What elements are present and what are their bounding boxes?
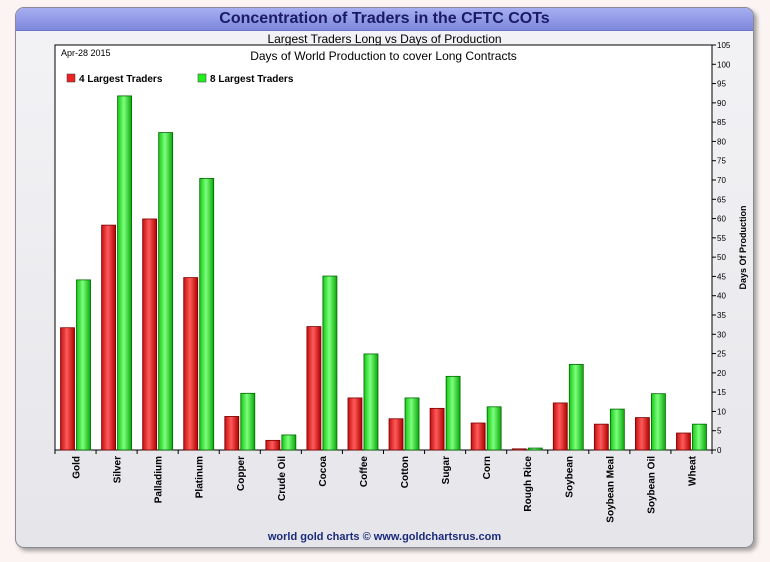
x-tick-label: Cocoa bbox=[318, 456, 329, 487]
bar-8-largest bbox=[199, 178, 215, 451]
x-tick-label: Wheat bbox=[687, 455, 698, 486]
y-tick-label: 80 bbox=[717, 137, 726, 146]
bar-8-largest bbox=[692, 423, 707, 451]
bar-8-largest bbox=[486, 406, 502, 451]
bar-4-largest bbox=[142, 218, 158, 451]
bar-4-largest bbox=[552, 402, 568, 451]
y-tick-label: 65 bbox=[717, 195, 726, 204]
bar-8-largest bbox=[240, 392, 256, 451]
y-tick-label: 40 bbox=[717, 292, 726, 301]
bar-8-largest bbox=[404, 397, 420, 451]
x-tick-label: Gold bbox=[72, 456, 83, 479]
bar-4-largest bbox=[676, 432, 691, 451]
legend-label-8-largest: 8 Largest Traders bbox=[210, 74, 294, 85]
x-tick-label: Platinum bbox=[195, 456, 206, 498]
bar-4-largest bbox=[224, 416, 240, 451]
x-tick-label: Sugar bbox=[441, 456, 452, 484]
bar-8-largest bbox=[158, 132, 174, 451]
x-tick-label: Soybean Meal bbox=[605, 456, 616, 523]
x-tick-label: Cotton bbox=[400, 456, 411, 488]
chart-subtitle: Largest Traders Long vs Days of Producti… bbox=[267, 32, 502, 46]
bar-8-largest bbox=[281, 434, 297, 451]
bar-8-largest bbox=[651, 393, 666, 451]
y-tick-label: 55 bbox=[717, 234, 726, 243]
bar-4-largest bbox=[265, 439, 281, 451]
x-tick-label: Rough Rice bbox=[523, 456, 534, 512]
x-tick-label: Soybean bbox=[564, 456, 575, 498]
y-tick-label: 90 bbox=[717, 99, 726, 108]
bar-8-largest bbox=[117, 95, 132, 451]
y-tick-label: 25 bbox=[717, 350, 726, 359]
y-tick-label: 5 bbox=[717, 427, 722, 436]
y-tick-label: 70 bbox=[717, 176, 726, 185]
bar-8-largest bbox=[527, 447, 543, 451]
plot-subtitle: Days of World Production to cover Long C… bbox=[250, 49, 517, 63]
x-tick-label: Silver bbox=[113, 456, 124, 483]
y-tick-label: 35 bbox=[717, 311, 726, 320]
chart-title: Concentration of Traders in the CFTC COT… bbox=[219, 10, 550, 27]
x-tick-label: Soybean Oil bbox=[646, 456, 657, 514]
y-tick-label: 75 bbox=[717, 157, 726, 166]
y-tick-label: 30 bbox=[717, 330, 726, 339]
bar-4-largest bbox=[429, 407, 445, 451]
date-label: Apr-28 2015 bbox=[61, 48, 111, 58]
bar-8-largest bbox=[76, 279, 91, 451]
chart-title-bar: Concentration of Traders in the CFTC COT… bbox=[16, 8, 753, 31]
bar-8-largest bbox=[363, 353, 379, 451]
x-tick-label: Palladium bbox=[154, 456, 165, 503]
x-tick-label: Copper bbox=[236, 456, 247, 491]
y-tick-label: 15 bbox=[717, 388, 726, 397]
y-tick-label: 50 bbox=[717, 253, 726, 262]
y-tick-label: 10 bbox=[717, 407, 726, 416]
bar-8-largest bbox=[445, 375, 461, 451]
footer-credit: world gold charts © www.goldchartsrus.co… bbox=[267, 531, 502, 543]
bar-4-largest bbox=[635, 417, 650, 451]
legend-label-4-largest: 4 Largest Traders bbox=[79, 74, 163, 85]
y-tick-label: 45 bbox=[717, 272, 726, 281]
legend-swatch-4-largest bbox=[66, 73, 76, 83]
bar-4-largest bbox=[183, 277, 199, 451]
x-tick-label: Coffee bbox=[359, 456, 370, 488]
bar-4-largest bbox=[306, 326, 322, 451]
y-tick-label: 20 bbox=[717, 369, 726, 378]
y-tick-label: 60 bbox=[717, 215, 726, 224]
x-tick-label: Crude Oil bbox=[277, 456, 288, 501]
x-tick-label: Corn bbox=[482, 456, 493, 479]
y-tick-label: 95 bbox=[717, 80, 726, 89]
bar-4-largest bbox=[60, 327, 75, 451]
bar-8-largest bbox=[322, 275, 338, 451]
bar-4-largest bbox=[101, 224, 116, 451]
y-tick-label: 105 bbox=[717, 41, 731, 50]
legend-swatch-8-largest bbox=[197, 73, 207, 83]
y-tick-label: 0 bbox=[717, 446, 722, 455]
bar-8-largest bbox=[609, 408, 625, 451]
bar-4-largest bbox=[388, 418, 404, 451]
y-axis-label: Days Of Production bbox=[738, 205, 748, 289]
y-tick-label: 85 bbox=[717, 118, 726, 127]
bar-4-largest bbox=[593, 423, 609, 451]
bar-8-largest bbox=[568, 363, 584, 451]
bar-4-largest bbox=[470, 422, 486, 451]
bar-4-largest bbox=[347, 397, 363, 451]
y-tick-label: 100 bbox=[717, 60, 731, 69]
bar-4-largest bbox=[511, 448, 527, 451]
